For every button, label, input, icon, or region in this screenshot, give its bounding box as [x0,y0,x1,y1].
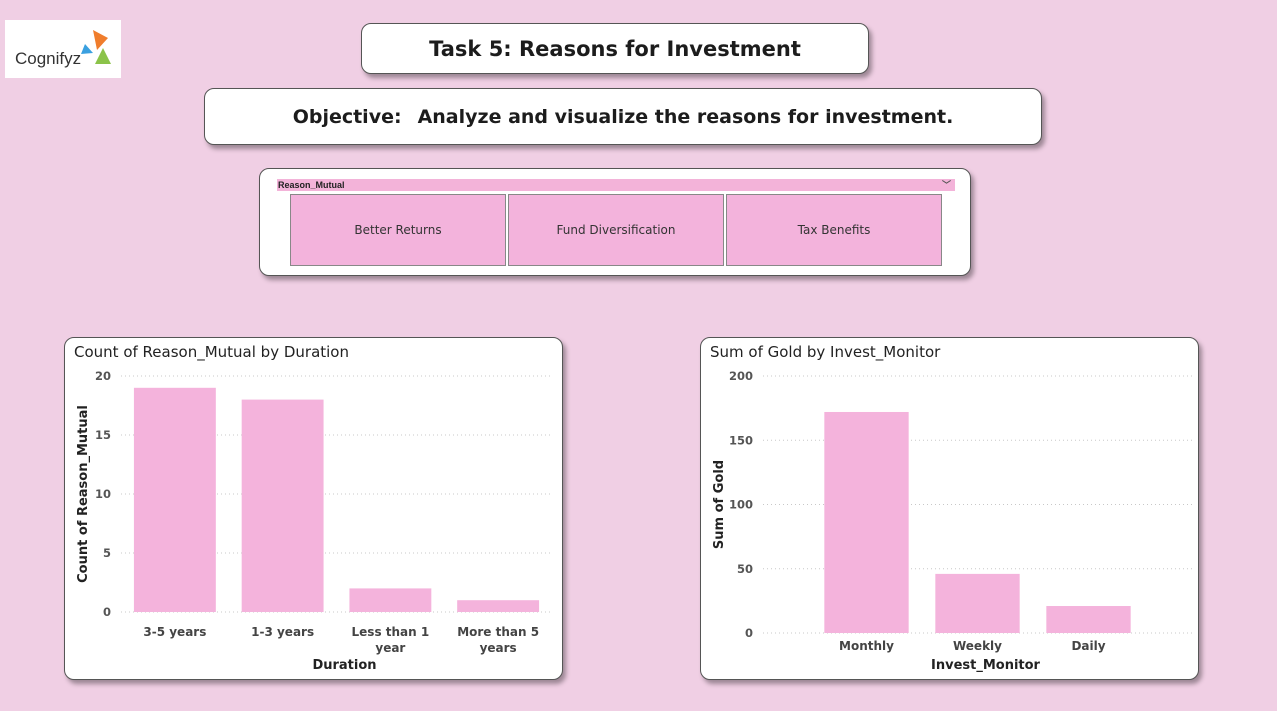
x-tick-label: More than 5 [457,625,539,639]
bar-chart-invest-monitor: 0 50 100 150 200 Monthly Weekly Daily Invest_Mon… [712,369,1192,673]
y-axis-title: Count of Reason_Mutual [76,405,91,583]
y-tick-label: 100 [729,498,753,512]
page-title-text: Task 5: Reasons for Investment [429,36,801,61]
x-tick-label: 3-5 years [143,625,206,639]
bar[interactable] [133,387,216,612]
x-tick-label: 1-3 years [251,625,314,639]
y-tick-label: 200 [729,369,753,383]
x-tick-label: Weekly [953,639,1002,653]
y-tick-label: 150 [729,433,753,447]
slicer-header[interactable]: Reason_Mutual ﹀ [277,179,955,191]
bar[interactable] [457,600,540,612]
slicer-option-tax-benefits[interactable]: Tax Benefits [726,194,942,266]
cognifyz-logo: Cognifyz [5,20,121,78]
x-tick-label: Less than 1 [352,625,430,639]
x-tick-label: Daily [1071,639,1105,653]
bar[interactable] [824,411,909,633]
page-title: Task 5: Reasons for Investment [361,23,869,74]
reason-mutual-slicer: Reason_Mutual ﹀ Better Returns Fund Dive… [259,168,971,276]
x-tick-label: Monthly [839,639,894,653]
chart-title: Sum of Gold by Invest_Monitor [710,343,941,361]
chart-reason-mutual-by-duration: Count of Reason_Mutual by Duration 0 5 10 1… [64,337,563,680]
objective-text: Analyze and visualize the reasons for in… [417,105,954,128]
y-tick-label: 15 [95,428,111,442]
y-tick-label: 20 [95,369,111,383]
bar[interactable] [349,588,432,612]
bar[interactable] [935,573,1020,633]
chevron-down-icon[interactable]: ﹀ [941,180,951,190]
x-tick-label: year [375,641,405,655]
slicer-option-better-returns[interactable]: Better Returns [290,194,506,266]
objective-box: Objective: Analyze and visualize the rea… [204,88,1042,145]
logo-text: Cognifyz [15,49,82,68]
y-tick-label: 0 [103,605,111,619]
x-axis-title: Duration [312,658,376,673]
x-tick-label: years [480,641,517,655]
y-tick-label: 50 [737,562,753,576]
slicer-option-label: Tax Benefits [797,223,871,237]
slicer-option-fund-diversification[interactable]: Fund Diversification [508,194,724,266]
x-axis-title: Invest_Monitor [931,658,1041,673]
objective-label: Objective: [292,105,402,128]
bar-chart-duration: 0 5 10 15 20 3-5 years 1-3 years Less than 1 yea… [76,369,552,673]
logo-triangles-icon [81,30,111,64]
slicer-option-label: Fund Diversification [556,223,676,237]
y-tick-label: 0 [745,626,753,640]
y-tick-label: 10 [95,487,111,501]
chart-gold-by-invest-monitor: Sum of Gold by Invest_Monitor 0 50 100 150 2… [700,337,1199,680]
y-axis-title: Sum of Gold [712,460,727,549]
y-tick-label: 5 [103,546,111,560]
slicer-header-label: Reason_Mutual [278,180,345,190]
bar[interactable] [241,399,324,612]
bar[interactable] [1046,606,1131,633]
chart-title: Count of Reason_Mutual by Duration [74,343,349,361]
slicer-option-label: Better Returns [354,223,442,237]
